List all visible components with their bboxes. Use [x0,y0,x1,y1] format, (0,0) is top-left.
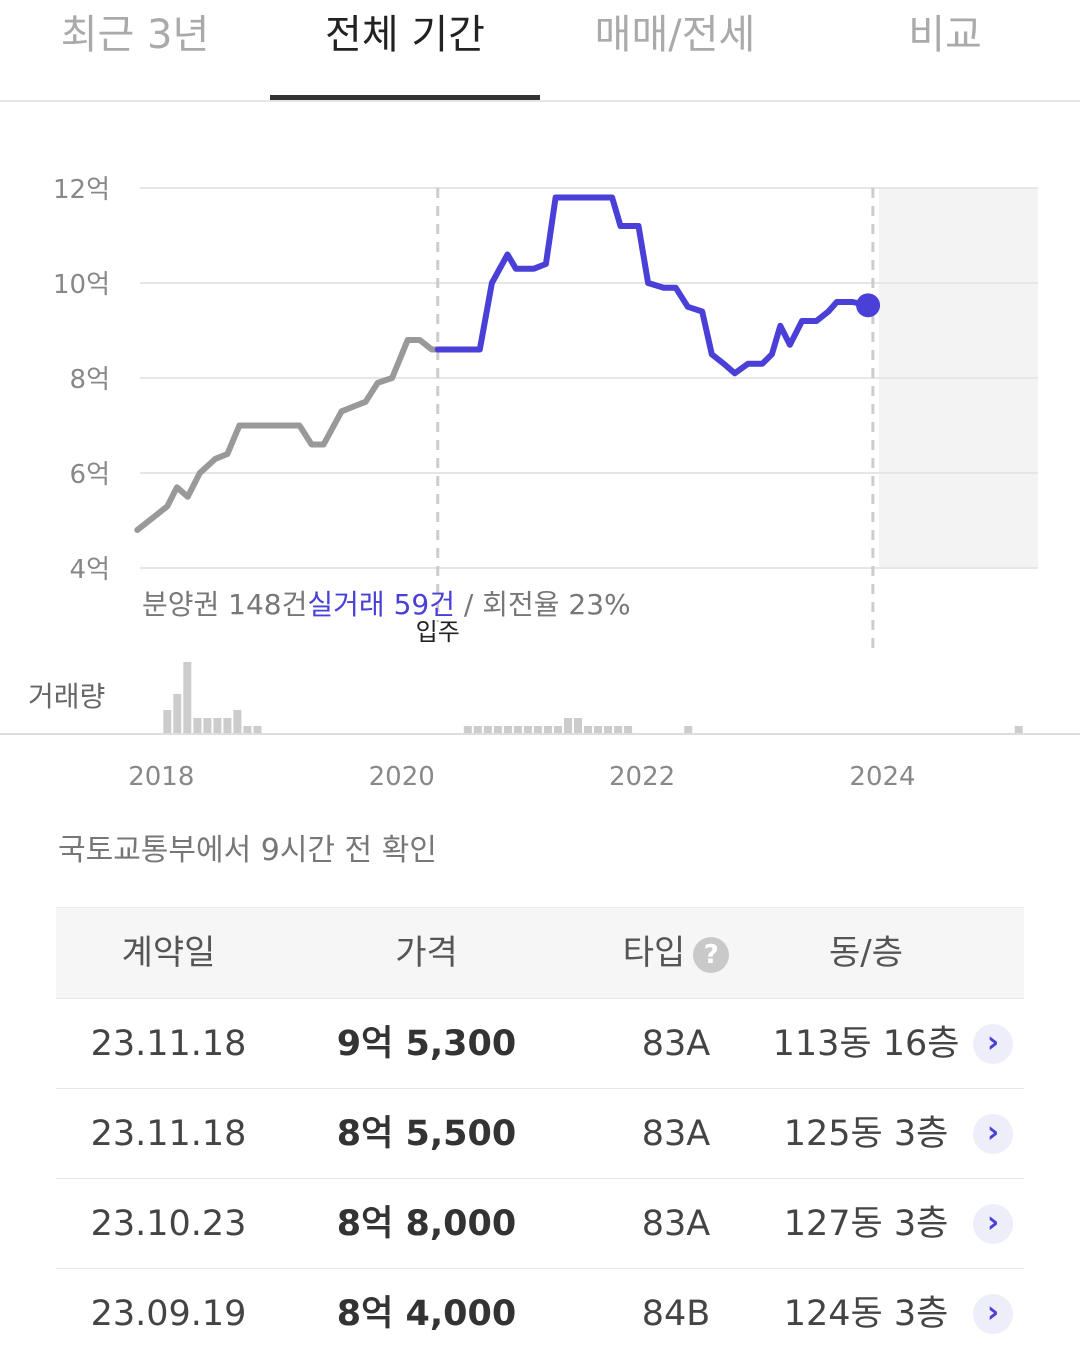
volume-bar [594,726,602,734]
chevron-right-icon[interactable]: › [973,1024,1013,1064]
x-tick-label: 2022 [609,762,675,792]
volume-bar [493,726,502,734]
volume-bar [624,726,633,734]
header-contract-date: 계약일 [121,933,216,973]
y-tick-label: 8억 [70,365,110,395]
volume-bar [574,718,582,734]
volume-bar [173,694,182,734]
x-tick-label: 2024 [849,762,915,792]
volume-bar [523,726,532,734]
presale-price-line [134,337,441,533]
chevron-right-icon[interactable]: › [973,1204,1013,1244]
header-price: 가격 [395,933,458,973]
row-type: 83A [641,1204,711,1244]
y-tick-label: 12억 [53,175,110,205]
volume-bar [463,726,472,734]
row-type: 84B [641,1294,711,1334]
tab-all-period[interactable]: 전체 기간 [270,0,540,100]
x-tick-label: 2018 [128,762,194,792]
volume-bar [163,710,172,734]
transaction-stats: 분양권 148건실거래 59건 / 회전율 23% [142,588,631,621]
tab-sale-jeonse[interactable]: 매매/전세 [594,12,756,58]
volume-bar [213,718,222,734]
help-icon[interactable]: ? [693,936,730,973]
volume-bar [233,710,242,734]
row-type: 83A [641,1114,711,1154]
volume-bar [614,726,623,734]
volume-bar [473,726,482,734]
volume-bar [193,718,202,734]
transaction-table: 계약일 가격 타입? 동/층 23.11.18 9억 5,300 83A 113… [56,907,1024,1358]
row-date: 23.09.19 [90,1294,247,1334]
stats-trade-count: 실거래 59건 [307,588,455,621]
volume-bar [584,726,592,734]
volume-bar [203,718,212,734]
move-in-label: 입주 [416,618,460,646]
chevron-right-icon[interactable]: › [973,1294,1013,1334]
volume-bar [684,726,693,734]
volume-bar [554,726,562,734]
row-dong-floor: 125동 3층 [783,1114,949,1154]
table-row[interactable]: 23.11.18 9억 5,300 83A 113동 16층 › [56,998,1024,1088]
row-price: 8억 8,000 [336,1204,517,1244]
volume-bar [503,726,512,734]
volume-bar [253,726,262,734]
volume-bar [604,726,612,734]
row-date: 23.11.18 [90,1024,247,1064]
table-row[interactable]: 23.11.18 8억 5,500 83A 125동 3층 › [56,1088,1024,1178]
table-row[interactable]: 23.10.23 8억 8,000 83A 127동 3층 › [56,1178,1024,1268]
y-tick-label: 6억 [70,460,110,490]
tab-compare[interactable]: 비교 [908,12,982,58]
tab-recent-3-years[interactable]: 최근 3년 [60,12,210,58]
volume-label: 거래량 [28,680,105,713]
row-price: 9억 5,300 [336,1024,517,1064]
row-type: 83A [641,1024,711,1064]
table-row[interactable]: 23.09.19 8억 4,000 84B 124동 3층 › [56,1268,1024,1358]
volume-bar [533,726,542,734]
volume-bar [243,726,252,734]
price-chart: 12억 10억 8억 6억 4억 분양권 148건실거래 59건 / 회전율 23% 입… [0,175,1080,792]
volume-bar [483,726,492,734]
data-source-note: 국토교통부에서 9시간 전 확인 [58,833,437,868]
row-price: 8억 4,000 [336,1294,517,1334]
volume-bar [513,726,522,734]
y-tick-label: 4억 [70,555,110,585]
volume-bar [223,718,232,734]
volume-bar [183,662,192,734]
row-price: 8억 5,500 [336,1114,517,1154]
trade-price-line [434,194,872,377]
header-type-label: 타입 [622,933,686,973]
volume-bar [543,726,552,734]
header-dong-floor: 동/층 [828,933,903,973]
row-dong-floor: 127동 3층 [783,1204,949,1244]
row-date: 23.10.23 [90,1204,247,1244]
row-dong-floor: 124동 3층 [783,1294,949,1334]
volume-bar [1014,726,1023,734]
header-type: 타입? [576,908,776,998]
stats-turnover: / 회전율 23% [455,588,631,621]
row-dong-floor: 113동 16층 [772,1024,960,1064]
x-tick-label: 2020 [369,762,435,792]
volume-bar [564,718,572,734]
table-header: 계약일 가격 타입? 동/층 [56,907,1024,998]
current-price-point[interactable] [856,293,881,318]
chevron-right-icon[interactable]: › [973,1114,1013,1154]
period-tab-bar: 최근 3년 전체 기간 매매/전세 비교 [0,0,1080,102]
row-date: 23.11.18 [90,1114,247,1154]
stats-presale-count: 분양권 148건 [142,588,307,621]
y-tick-label: 10억 [53,270,110,300]
